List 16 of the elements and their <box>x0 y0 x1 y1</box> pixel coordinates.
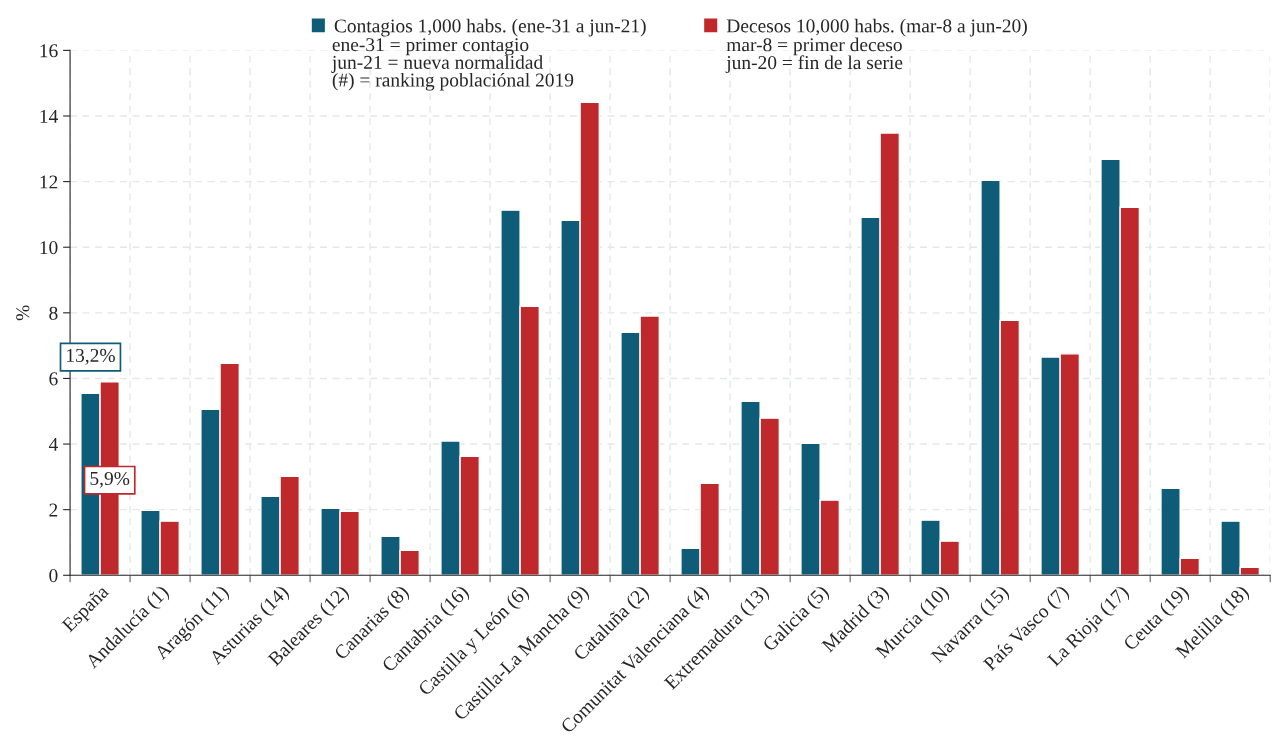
y-tick-label: 6 <box>49 372 58 386</box>
y-tick-label: 14 <box>40 109 58 123</box>
y-tick-label: 2 <box>49 503 58 517</box>
legend-label: Contagios 1,000 habs. (ene-31 a jun-21) <box>334 18 646 37</box>
annotation: ene-31 = primer contagio jun-21 = nueva normalidad (#) = ranking poblaciónal 2019 <box>331 38 574 91</box>
y-axis-title: % <box>16 305 30 321</box>
annotation: 13,2% <box>67 348 115 365</box>
y-tick-label: 12 <box>40 175 58 189</box>
y-tick-label: 8 <box>49 306 58 320</box>
y-tick-label: 4 <box>48 438 58 451</box>
y-tick-label: 0 <box>49 569 58 583</box>
annotation: 5,9% <box>90 471 130 488</box>
y-tick-label: 16 <box>40 44 58 58</box>
legend-label: Decesos 10,000 habs. (mar-8 a jun-20) <box>726 18 1027 37</box>
annotation: mar-8 = primer deceso jun-20 = fin de la serie <box>725 37 903 74</box>
y-tick-label: 10 <box>40 241 58 255</box>
